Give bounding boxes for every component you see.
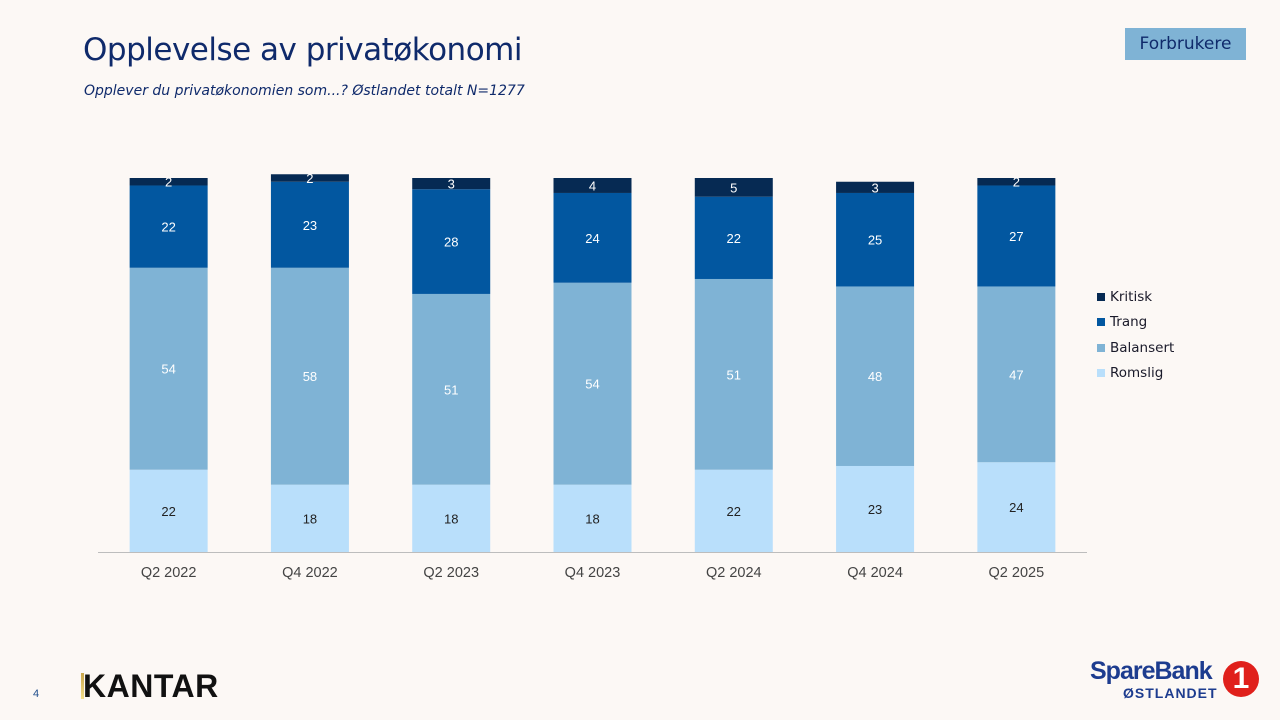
data-label: 18 <box>585 511 599 526</box>
data-label: 18 <box>444 511 458 526</box>
x-tick-label: Q4 2024 <box>847 565 903 581</box>
sparebank-logo-one-icon: 1 <box>1223 661 1259 697</box>
data-label: 58 <box>303 369 317 384</box>
data-label: 22 <box>161 504 175 519</box>
data-label: 2 <box>165 175 172 190</box>
bar-segment-romslig-q4-2022 <box>270 484 349 552</box>
data-label: 51 <box>444 382 458 397</box>
bar-segment-romslig-q2-2024 <box>694 469 773 552</box>
legend-item-romslig: Romslig <box>1097 361 1174 387</box>
x-tick-label: Q2 2024 <box>706 565 762 581</box>
bar-segment-kritisk-q2-2025 <box>977 178 1056 186</box>
page-subtitle: Opplever du privatøkonomien som...? Østl… <box>84 83 525 99</box>
data-label: 5 <box>730 180 737 195</box>
data-label: 18 <box>303 511 317 526</box>
sparebank-logo-region: ØSTLANDET <box>1123 685 1218 701</box>
legend-label: Balansert <box>1110 339 1175 356</box>
data-label: 2 <box>1013 175 1020 190</box>
data-label: 3 <box>871 180 878 195</box>
bar-segment-balansert-q4-2024 <box>836 286 915 466</box>
bar-segment-romslig-q4-2024 <box>836 465 915 552</box>
bar-segment-balansert-q4-2022 <box>270 267 349 485</box>
data-label: 54 <box>585 377 599 392</box>
bar-segment-kritisk-q4-2024 <box>836 181 915 193</box>
data-label: 2 <box>306 171 313 186</box>
bar-segment-trang-q4-2022 <box>270 181 349 268</box>
data-label: 4 <box>589 178 596 193</box>
kantar-logo-accent <box>81 673 84 699</box>
data-label: 28 <box>444 235 458 250</box>
bar-segment-kritisk-q4-2023 <box>553 178 632 193</box>
bar-segment-romslig-q4-2023 <box>553 484 632 552</box>
x-tick-label: Q2 2025 <box>989 565 1045 581</box>
bar-segment-balansert-q2-2023 <box>412 293 491 485</box>
bar-segment-trang-q4-2023 <box>553 192 632 283</box>
bar-segment-trang-q2-2022 <box>129 185 208 268</box>
data-label: 23 <box>868 502 882 517</box>
bar-segment-kritisk-q2-2024 <box>694 178 773 197</box>
data-label: 3 <box>448 177 455 192</box>
legend-label: Romslig <box>1110 365 1164 382</box>
data-label: 22 <box>727 231 741 246</box>
legend-label: Kritisk <box>1110 288 1153 305</box>
kantar-logo: KANTAR <box>81 668 219 705</box>
data-label: 51 <box>727 367 741 382</box>
data-label: 24 <box>1009 500 1023 515</box>
segment-badge: Forbrukere <box>1125 28 1246 60</box>
bar-segment-balansert-q2-2022 <box>129 267 208 470</box>
legend-label: Trang <box>1110 314 1148 331</box>
x-tick-label: Q4 2023 <box>565 565 621 581</box>
data-label: 54 <box>161 362 175 377</box>
legend-swatch-icon <box>1097 318 1105 327</box>
x-tick-label: Q2 2023 <box>423 565 479 581</box>
data-label: 23 <box>303 218 317 233</box>
data-label: 25 <box>868 233 882 248</box>
legend-swatch-icon <box>1097 292 1105 301</box>
legend-item-trang: Trang <box>1097 310 1174 336</box>
bar-segment-kritisk-q2-2023 <box>412 178 491 190</box>
bar-segment-trang-q2-2025 <box>977 185 1056 287</box>
bar-segment-balansert-q4-2023 <box>553 282 632 485</box>
data-label: 47 <box>1009 367 1023 382</box>
legend-item-kritisk: Kritisk <box>1097 284 1174 310</box>
legend-item-balansert: Balansert <box>1097 335 1174 361</box>
legend-swatch-icon <box>1097 369 1105 378</box>
page-title: Opplevelse av privatøkonomi <box>83 32 522 68</box>
bar-segment-romslig-q2-2022 <box>129 469 208 552</box>
bar-segment-trang-q4-2024 <box>836 192 915 287</box>
bar-segment-balansert-q2-2024 <box>694 278 773 470</box>
bar-segment-romslig-q2-2023 <box>412 484 491 552</box>
data-label: 22 <box>161 220 175 235</box>
bar-segment-trang-q2-2024 <box>694 196 773 279</box>
chart-legend: Kritisk Trang Balansert Romslig <box>1097 284 1174 386</box>
sparebank-logo-name: SpareBank <box>1090 657 1213 685</box>
page-number: 4 <box>33 688 40 700</box>
bar-segment-trang-q2-2023 <box>412 189 491 294</box>
kantar-logo-text: KANTAR <box>83 668 219 704</box>
bar-segment-kritisk-q4-2022 <box>270 174 349 182</box>
data-label: 24 <box>585 231 599 246</box>
bar-segment-kritisk-q2-2022 <box>129 178 208 186</box>
data-label: 22 <box>727 504 741 519</box>
legend-swatch-icon <box>1097 343 1105 352</box>
bar-segment-romslig-q2-2025 <box>977 462 1056 552</box>
data-label: 27 <box>1009 229 1023 244</box>
bar-segment-balansert-q2-2025 <box>977 286 1056 463</box>
x-tick-label: Q4 2022 <box>282 565 338 581</box>
x-tick-label: Q2 2022 <box>141 565 197 581</box>
data-label: 48 <box>868 369 882 384</box>
sparebank-logo: SpareBank ØSTLANDET 1 <box>1090 657 1270 707</box>
